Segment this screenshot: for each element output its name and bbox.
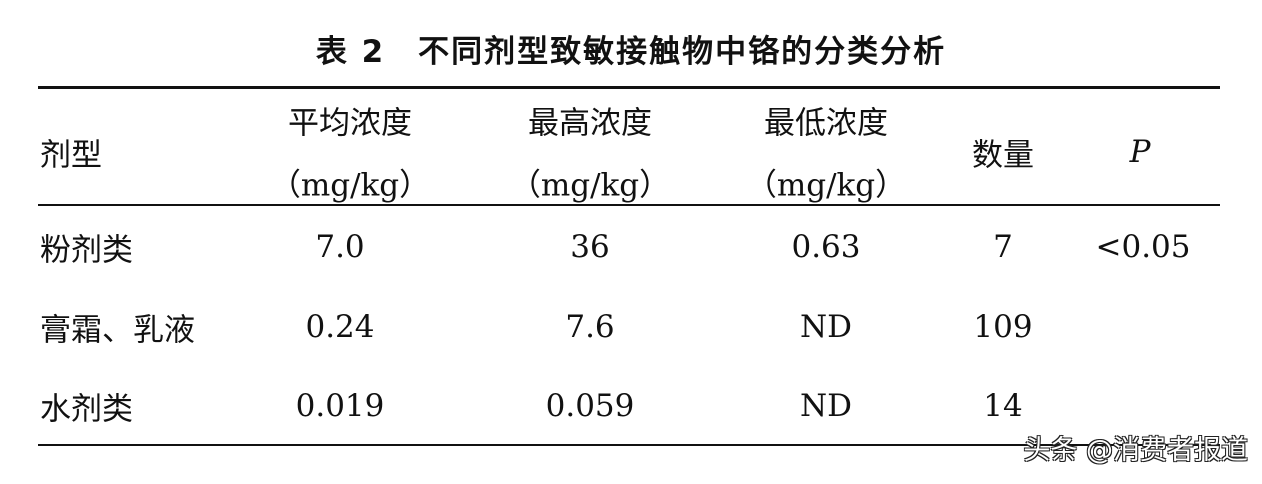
header-count: 数量 [972, 137, 1034, 174]
table-cell: 36 [570, 229, 610, 265]
header-mean: 平均浓度 [288, 105, 412, 142]
header-min: 最低浓度 [764, 105, 888, 142]
table-cell: 109 [973, 309, 1033, 345]
table-cell: 0.24 [305, 309, 375, 345]
header-max: 最高浓度 [528, 105, 652, 142]
row-label: 粉剂类 [40, 232, 133, 269]
header-p: P [1129, 134, 1151, 170]
table-title: 表 2 不同剂型致敏接触物中铬的分类分析 [315, 34, 947, 70]
table-cell: 7.6 [565, 309, 615, 345]
table-cell: 0.059 [545, 388, 635, 424]
table-cell: <0.05 [1095, 229, 1191, 265]
header-rule [38, 204, 1220, 206]
table-cell: ND [800, 388, 852, 424]
table-cell: 0.63 [791, 229, 861, 265]
header-dosage-form: 剂型 [40, 137, 102, 174]
table-cell: 7 [993, 229, 1013, 265]
watermark: 头条 @消费者报道 [1023, 435, 1248, 466]
header-max-unit: （mg/kg） [509, 167, 671, 204]
table-cell: ND [800, 309, 852, 345]
header-min-unit: （mg/kg） [745, 167, 907, 204]
header-mean-unit: （mg/kg） [269, 167, 431, 204]
top-rule [38, 86, 1220, 89]
table-cell: 0.019 [295, 388, 385, 424]
table-cell: 7.0 [315, 229, 365, 265]
bottom-rule [38, 444, 1220, 446]
row-label: 膏霜、乳液 [40, 312, 195, 349]
table-cell: 14 [983, 388, 1023, 424]
row-label: 水剂类 [40, 391, 133, 428]
